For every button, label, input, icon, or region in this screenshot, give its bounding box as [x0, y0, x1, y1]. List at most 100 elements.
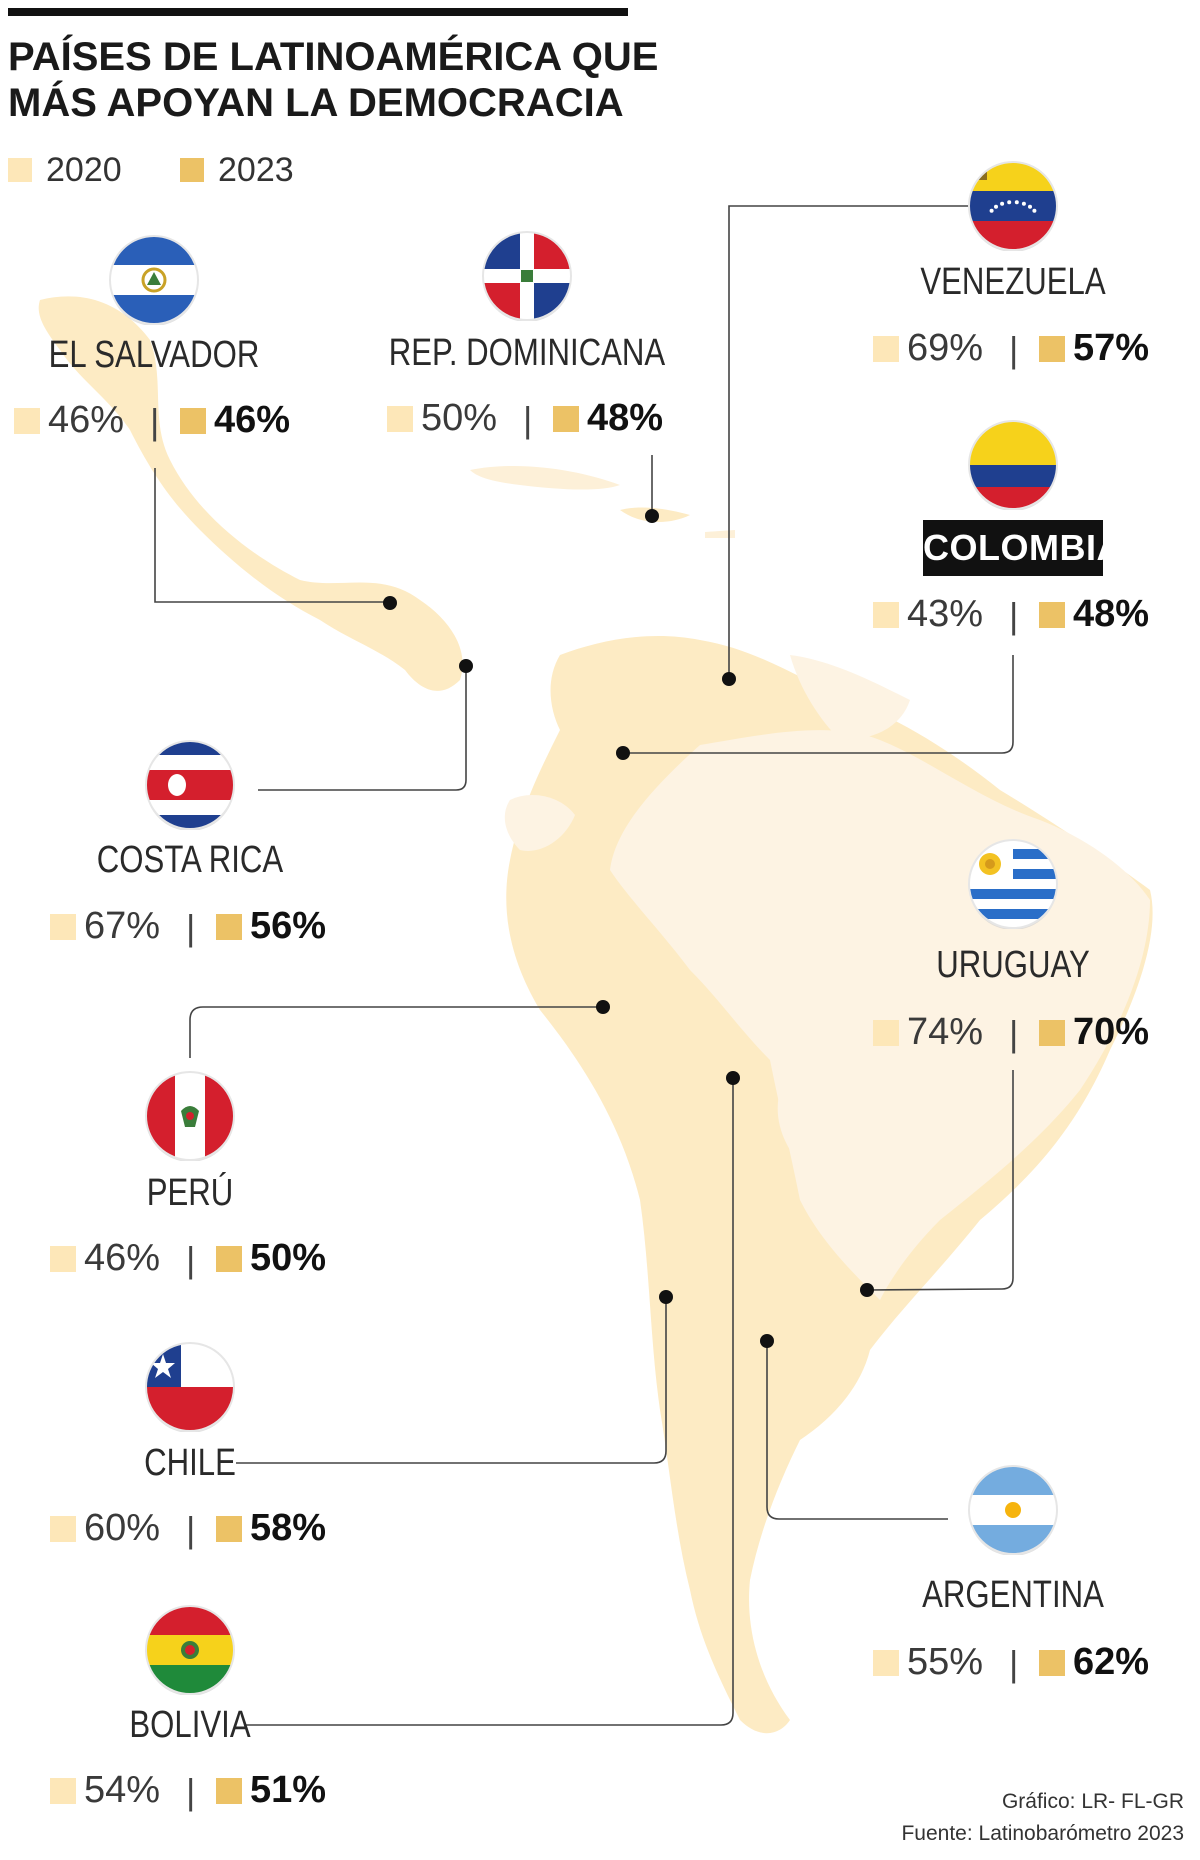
- leader-line-costa-rica: [258, 666, 467, 791]
- value-2020-el-salvador: 46%: [48, 399, 125, 441]
- dominican-republic-flag-icon: [482, 231, 572, 322]
- country-name-argentina: ARGENTINA: [922, 1574, 1104, 1616]
- map-paraguay: [777, 1086, 850, 1161]
- swatch-2023: [553, 406, 579, 432]
- country-name-chile: CHILE: [144, 1442, 236, 1484]
- value-separator: |: [1009, 1013, 1019, 1054]
- map-puerto-rico: [705, 530, 735, 538]
- location-dot-rep-dominicana: [645, 509, 659, 523]
- leader-line-bolivia: [244, 1078, 734, 1726]
- value-2023-venezuela: 57%: [1073, 327, 1150, 369]
- location-dot-colombia: [616, 746, 630, 760]
- chart-credit: Gráfico: LR- FL-GR: [1001, 1790, 1184, 1813]
- swatch-2023: [180, 408, 206, 434]
- map-mexico-central-america: [38, 296, 463, 691]
- value-2020-costa-rica: 67%: [84, 905, 161, 947]
- costa-rica-flag-icon: [145, 740, 235, 831]
- leader-line-venezuela: [728, 205, 980, 679]
- country-name-uruguay: URUGUAY: [936, 944, 1090, 986]
- chart-title: PAÍSES DE LATINOAMÉRICA QUE MÁS APOYAN L…: [8, 34, 658, 126]
- location-dot-chile: [659, 1290, 673, 1304]
- value-separator: |: [186, 907, 196, 948]
- value-2023-bolivia: 51%: [250, 1769, 327, 1811]
- value-2023-colombia: 48%: [1073, 593, 1150, 635]
- value-2020-peru: 46%: [84, 1237, 161, 1279]
- leader-line-uruguay: [866, 1070, 1014, 1291]
- swatch-2023: [1039, 336, 1065, 362]
- values-row-venezuela: 69% | 57%: [873, 324, 1153, 372]
- title-line-2: MÁS APOYAN LA DEMOCRACIA: [8, 81, 624, 125]
- location-dot-uruguay: [860, 1283, 874, 1297]
- chile-flag-icon: [145, 1342, 235, 1433]
- value-separator: |: [523, 399, 533, 440]
- swatch-2020: [50, 1246, 76, 1272]
- swatch-2020: [50, 1778, 76, 1804]
- country-name-bolivia: BOLIVIA: [129, 1704, 251, 1746]
- values-row-argentina: 55% | 62%: [873, 1638, 1153, 1686]
- country-name-costa-rica: COSTA RICA: [96, 839, 284, 881]
- swatch-2023: [216, 914, 242, 940]
- swatch-2020: [50, 1516, 76, 1542]
- values-row-chile: 60% | 58%: [50, 1504, 330, 1552]
- value-2023-chile: 58%: [250, 1507, 327, 1549]
- value-separator: |: [1009, 595, 1019, 636]
- value-2023-el-salvador: 46%: [214, 399, 291, 441]
- value-separator: |: [1009, 1643, 1019, 1684]
- location-dot-costa-rica: [459, 659, 473, 673]
- value-separator: |: [1009, 329, 1019, 370]
- swatch-2023: [216, 1516, 242, 1542]
- location-dot-peru: [596, 1000, 610, 1014]
- value-2023-argentina: 62%: [1073, 1641, 1150, 1683]
- legend-swatch-2023: [180, 158, 204, 182]
- value-separator: |: [150, 401, 160, 442]
- value-2020-colombia: 43%: [907, 593, 984, 635]
- value-2023-rep-dominicana: 48%: [587, 397, 664, 439]
- bolivia-flag-icon: [145, 1605, 235, 1696]
- map-guianas: [790, 655, 910, 740]
- values-row-uruguay: 74% | 70%: [873, 1008, 1153, 1056]
- location-dots: [383, 509, 874, 1348]
- value-2020-bolivia: 54%: [84, 1769, 161, 1811]
- top-rule: [8, 8, 628, 16]
- el-salvador-flag-icon: [109, 235, 199, 326]
- country-name-rep-dominicana: REP. DOMINICANA: [388, 332, 666, 374]
- source-credit: Fuente: Latinobarómetro 2023: [901, 1822, 1184, 1845]
- swatch-2023: [1039, 602, 1065, 628]
- swatch-2020: [873, 1020, 899, 1046]
- leader-line-el-salvador: [154, 468, 390, 603]
- value-2020-uruguay: 74%: [907, 1011, 984, 1053]
- legend-label-2020: 2020: [46, 151, 122, 189]
- value-2020-chile: 60%: [84, 1507, 161, 1549]
- leader-line-colombia: [623, 655, 1014, 754]
- swatch-2020: [873, 1650, 899, 1676]
- venezuela-flag-icon: [968, 161, 1058, 252]
- value-2023-peru: 50%: [250, 1237, 327, 1279]
- legend-label-2023: 2023: [218, 151, 294, 189]
- argentina-flag-icon: [968, 1465, 1058, 1556]
- country-name-peru: PERÚ: [146, 1172, 234, 1214]
- map-ecuador: [504, 795, 575, 851]
- value-2020-argentina: 55%: [907, 1641, 984, 1683]
- swatch-2023: [1039, 1020, 1065, 1046]
- peru-flag-icon: [145, 1071, 235, 1162]
- value-2023-uruguay: 70%: [1073, 1011, 1150, 1053]
- leader-line-chile: [236, 1297, 667, 1464]
- values-row-colombia: 43% | 48%: [873, 590, 1153, 638]
- value-2020-venezuela: 69%: [907, 327, 984, 369]
- country-name-el-salvador: EL SALVADOR: [48, 334, 260, 376]
- swatch-2023: [216, 1246, 242, 1272]
- value-separator: |: [186, 1771, 196, 1812]
- map-cuba: [470, 465, 620, 490]
- values-row-rep-dominicana: 50% | 48%: [387, 394, 667, 442]
- values-row-peru: 46% | 50%: [50, 1234, 330, 1282]
- swatch-2023: [1039, 1650, 1065, 1676]
- country-name-venezuela: VENEZUELA: [920, 261, 1106, 303]
- location-dot-venezuela: [722, 672, 736, 686]
- title-line-1: PAÍSES DE LATINOAMÉRICA QUE: [8, 35, 659, 79]
- value-separator: |: [186, 1509, 196, 1550]
- swatch-2020: [873, 336, 899, 362]
- value-2023-costa-rica: 56%: [250, 905, 327, 947]
- country-name-colombia: COLOMBIA: [923, 520, 1122, 576]
- value-separator: |: [186, 1239, 196, 1280]
